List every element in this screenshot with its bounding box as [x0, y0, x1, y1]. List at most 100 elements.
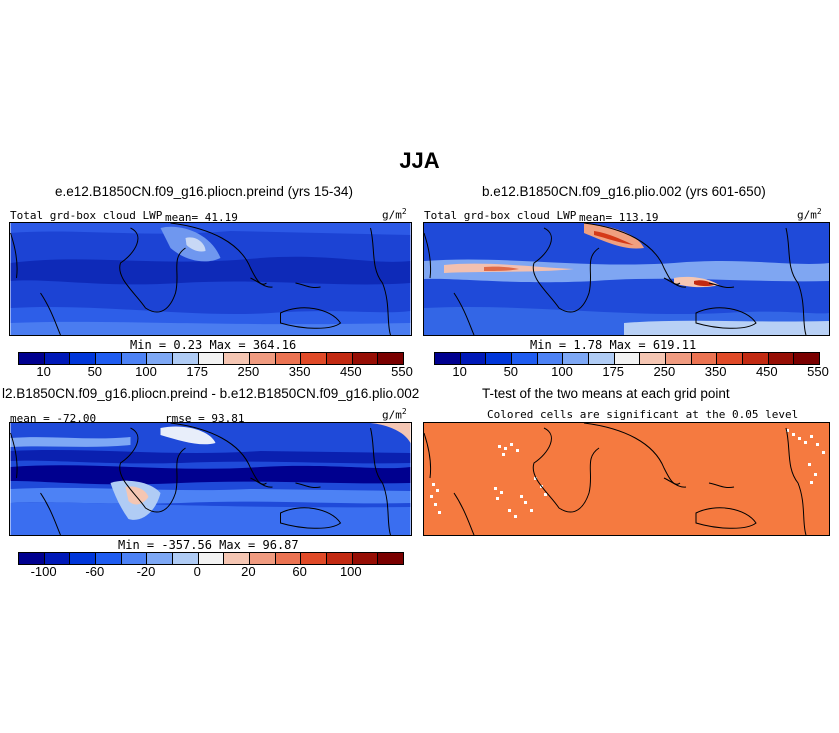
colorbar-swatch [327, 553, 353, 564]
map-top-left [9, 222, 412, 336]
colorbar-tick-label: -60 [85, 564, 105, 579]
colorbar-swatch [19, 553, 45, 564]
colorbar-tick-label: -20 [136, 564, 156, 579]
colorbar-swatch [250, 353, 276, 364]
panel-title-bottom-right: T-test of the two means at each grid poi… [482, 386, 730, 401]
colorbar-swatch [378, 353, 404, 364]
colorbar-swatch [198, 553, 225, 564]
panel-subtitle-bottom-right: Colored cells are significant at the 0.0… [487, 408, 799, 421]
colorbar-swatch [589, 353, 615, 364]
colorbar-swatch [691, 353, 718, 364]
colorbar-tick-label: 50 [87, 364, 103, 379]
mean-label-bottom-left: mean = -72.00 [10, 412, 97, 425]
map-top-right [423, 222, 830, 336]
colorbar-tick-label: 550 [807, 364, 829, 379]
colorbar-swatch [378, 553, 404, 564]
colorbar-swatch [327, 353, 353, 364]
colorbar-tick-label: 100 [551, 364, 573, 379]
units-label-top-right: g/m2 [797, 207, 822, 222]
colorbar-tick-label: 175 [602, 364, 625, 379]
colorbar-swatch [275, 353, 302, 364]
colorbar-swatch [275, 553, 302, 564]
colorbar-swatch [614, 353, 641, 364]
lwp-map-pliocene [424, 223, 829, 335]
colorbar-tick-label: 50 [503, 364, 519, 379]
map-bottom-left [9, 422, 412, 536]
colorbar-swatch [666, 353, 692, 364]
colorbar-swatch [743, 353, 769, 364]
season-title: JJA [399, 148, 440, 173]
colorbar-tick-label: 20 [241, 564, 256, 579]
colorbar-tick-label: 250 [653, 364, 676, 379]
minmax-top-left: Min = 0.23 Max = 364.16 [130, 338, 297, 352]
colorbar-swatch [640, 353, 667, 364]
colorbar-tick-label: 450 [339, 364, 362, 379]
colorbar-swatch [224, 553, 251, 564]
colorbar-tick-label: 450 [755, 364, 778, 379]
panel-title-top-left: e.e12.B1850CN.f09_g16.pliocn.preind (yrs… [55, 184, 353, 199]
colorbar-swatch [435, 353, 461, 364]
colorbar-tick-label: 100 [339, 564, 362, 579]
colorbar-ticks-lwp-left: 10 50 100 175 250 350 450 550 [18, 364, 412, 380]
colorbar-swatch [147, 553, 174, 564]
mean-label-top-right: mean= 113.19 [579, 211, 659, 224]
lwp-difference-map [10, 423, 411, 535]
colorbar-swatch [768, 353, 795, 364]
colorbar-swatch [717, 353, 744, 364]
colorbar-tick-label: 550 [391, 364, 413, 379]
colorbar-swatch [224, 353, 251, 364]
colorbar-swatch [173, 353, 199, 364]
colorbar-swatch [44, 553, 71, 564]
field-label-top-right: Total grd-box cloud LWP [424, 209, 577, 222]
colorbar-swatch [121, 353, 148, 364]
ttest-significance-map [424, 423, 829, 535]
colorbar-swatch [512, 353, 538, 364]
lwp-map-control [10, 223, 411, 335]
minmax-bottom-left: Min = -357.56 Max = 96.87 [118, 538, 299, 552]
colorbar-swatch [352, 353, 379, 364]
colorbar-swatch [301, 353, 328, 364]
colorbar-swatch [96, 353, 122, 364]
colorbar-swatch [147, 353, 174, 364]
colorbar-swatch [70, 553, 97, 564]
colorbar-tick-label: 10 [36, 364, 51, 379]
colorbar-tick-label: 250 [237, 364, 260, 379]
colorbar-swatch [96, 553, 122, 564]
panel-title-bottom-left: l2.B1850CN.f09_g16.pliocn.preind - b.e12… [2, 386, 420, 401]
colorbar-lwp-right [434, 352, 820, 365]
units-label-bottom-left: g/m2 [382, 407, 407, 422]
colorbar-tick-label: 60 [292, 564, 307, 579]
colorbar-tick-label: 10 [452, 364, 467, 379]
colorbar-ticks-lwp-right: 10 50 100 175 250 350 450 550 [434, 364, 828, 380]
colorbar-swatch [19, 353, 45, 364]
colorbar-ticks-diff: -100 -60 -20 0 20 60 100 [18, 564, 402, 580]
colorbar-tick-label: 350 [704, 364, 727, 379]
colorbar-tick-label: 100 [135, 364, 157, 379]
map-bottom-right [423, 422, 830, 536]
colorbar-swatch [352, 553, 379, 564]
mean-label-top-left: mean= 41.19 [165, 211, 238, 224]
colorbar-swatch [537, 353, 564, 364]
colorbar-tick-label: 350 [288, 364, 311, 379]
panel-title-top-right: b.e12.B1850CN.f09_g16.plio.002 (yrs 601-… [482, 184, 766, 199]
colorbar-lwp-left [18, 352, 404, 365]
field-label-top-left: Total grd-box cloud LWP [10, 209, 163, 222]
colorbar-swatch [563, 353, 590, 364]
colorbar-swatch [198, 353, 225, 364]
colorbar-swatch [173, 553, 199, 564]
colorbar-tick-label: -100 [30, 564, 57, 579]
rmse-label-bottom-left: rmse = 93.81 [165, 412, 245, 425]
colorbar-swatch [121, 553, 148, 564]
minmax-top-right: Min = 1.78 Max = 619.11 [530, 338, 697, 352]
colorbar-tick-label: 0 [193, 564, 201, 579]
colorbar-swatch [301, 553, 328, 564]
colorbar-swatch [794, 353, 820, 364]
colorbar-swatch [250, 553, 276, 564]
colorbar-swatch [70, 353, 97, 364]
colorbar-tick-label: 175 [186, 364, 209, 379]
colorbar-diff [18, 552, 404, 565]
ttest-fill [424, 423, 829, 535]
colorbar-swatch [44, 353, 71, 364]
colorbar-swatch [460, 353, 487, 364]
units-label-top-left: g/m2 [382, 207, 407, 222]
